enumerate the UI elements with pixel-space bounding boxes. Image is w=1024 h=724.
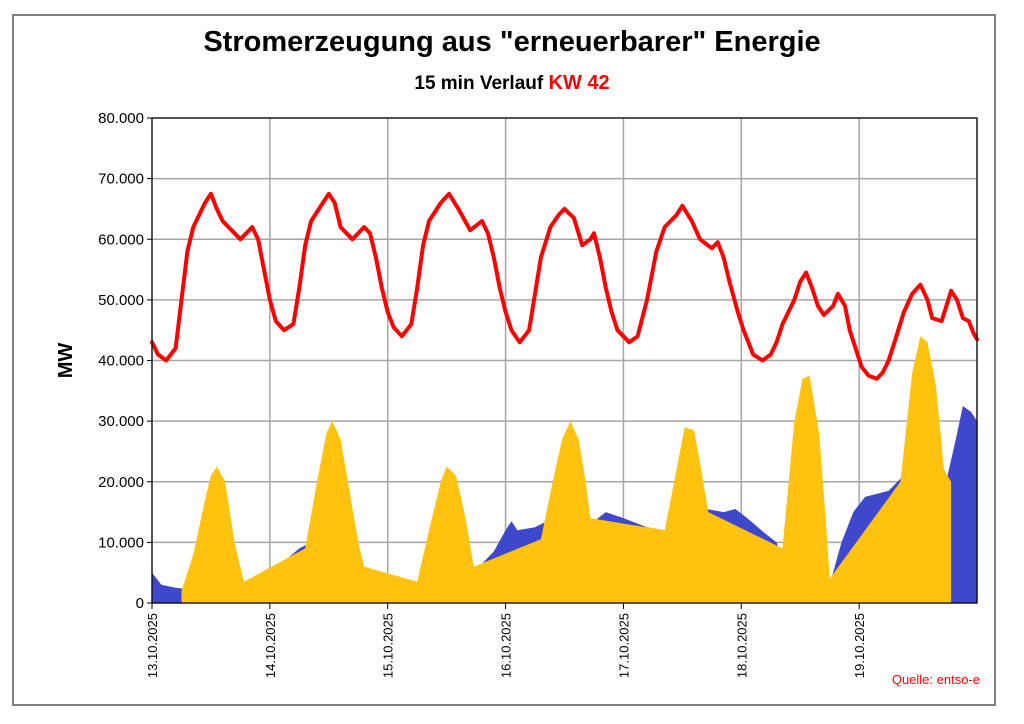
y-tick-label: 10.000 bbox=[98, 534, 144, 551]
subtitle-highlight: KW 42 bbox=[548, 72, 610, 94]
y-tick-label: 80.000 bbox=[98, 110, 144, 127]
y-tick-label: 30.000 bbox=[98, 413, 144, 430]
x-tick-label: 16.10.2025 bbox=[499, 613, 514, 678]
y-tick-label: 0 bbox=[136, 595, 144, 612]
source-note: Quelle: entso-e bbox=[892, 672, 980, 687]
chart-subtitle: 15 min Verlauf KW 42 bbox=[0, 72, 1024, 95]
y-tick-label: 20.000 bbox=[98, 474, 144, 491]
subtitle-prefix: 15 min Verlauf bbox=[414, 73, 544, 94]
x-tick-label: 19.10.2025 bbox=[852, 613, 867, 678]
chart-title: Stromerzeugung aus "erneuerbarer" Energi… bbox=[203, 26, 821, 58]
x-tick-label: 18.10.2025 bbox=[734, 613, 749, 678]
y-tick-label: 70.000 bbox=[98, 171, 144, 188]
plot-border bbox=[151, 117, 978, 604]
axis-layer: 0 10.000 20.000 30.000 40.000 50.000 60.000 70.… bbox=[98, 110, 978, 678]
series-area-solar bbox=[181, 336, 952, 603]
y-tick-label: 60.000 bbox=[98, 231, 144, 248]
x-tick-label: 15.10.2025 bbox=[381, 613, 396, 678]
x-tick-label: 14.10.2025 bbox=[263, 613, 278, 678]
y-axis-label: MW bbox=[55, 343, 77, 379]
x-tick-label: 17.10.2025 bbox=[616, 613, 631, 678]
series-line-last bbox=[150, 191, 979, 381]
line-layer bbox=[150, 191, 979, 381]
y-tick-label: 50.000 bbox=[98, 292, 144, 309]
area-layer bbox=[152, 336, 977, 603]
x-tick-label: 13.10.2025 bbox=[145, 613, 160, 678]
y-tick-label: 40.000 bbox=[98, 353, 144, 370]
